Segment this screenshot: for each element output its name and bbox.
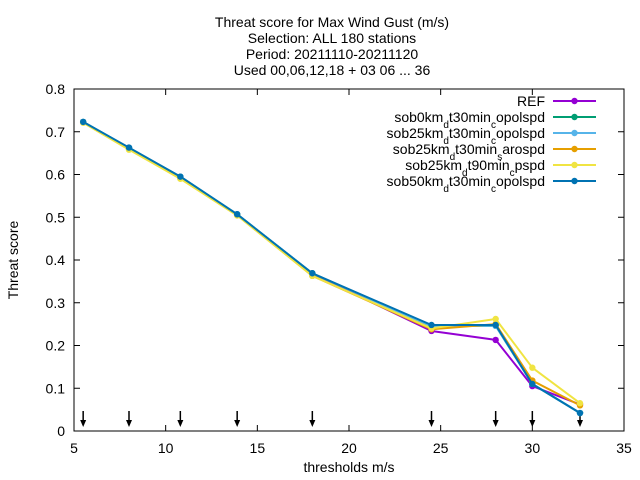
legend-swatch-point — [571, 161, 578, 169]
legend-item: sob25kmdt90mincpspd — [405, 157, 596, 179]
legend-label: sob25kmdt30mincopolspd — [387, 125, 545, 147]
y-tick-label: 0.2 — [46, 338, 66, 354]
threshold-marker-arrow — [428, 420, 435, 427]
y-axis: 0 0.1 0.2 0.3 0.4 0.5 0.6 0.7 0.8 — [46, 81, 624, 439]
series-lines — [79, 118, 584, 417]
legend: REFsob0kmdt30mincopolspdsob25kmdt30minco… — [387, 93, 596, 195]
data-point — [233, 211, 241, 218]
y-tick-label: 0.8 — [46, 81, 66, 97]
title-line: Period: 20211110-20211120 — [246, 46, 419, 62]
data-point — [177, 173, 184, 180]
data-point — [576, 400, 584, 407]
x-axis: 5 10 15 20 25 30 35 — [70, 89, 632, 456]
threshold-marker-arrow — [492, 420, 499, 427]
threshold-marker-arrow — [309, 420, 316, 427]
threshold-marker-arrow — [577, 420, 583, 427]
threshold-marker-arrow — [177, 420, 184, 427]
legend-item: sob50kmdt30mincopolspd — [387, 173, 596, 195]
threshold-marker-arrow — [529, 420, 536, 427]
x-tick-label: 30 — [525, 440, 541, 456]
legend-swatch-point — [571, 145, 578, 153]
y-axis-label: Threat score — [5, 220, 21, 299]
threshold-markers — [80, 411, 583, 427]
threshold-marker-arrow — [80, 420, 87, 427]
x-tick-label: 20 — [341, 440, 357, 456]
legend-item: sob0kmdt30mincopolspd — [394, 109, 596, 131]
title-line: Selection: ALL 180 stations — [248, 30, 416, 46]
chart-title: Threat score for Max Wind Gust (m/s)Sele… — [215, 14, 449, 78]
legend-swatch-point — [571, 129, 578, 137]
x-tick-label: 25 — [433, 440, 449, 456]
legend-swatch-point — [571, 177, 578, 185]
x-axis-label: thresholds m/s — [303, 459, 394, 475]
data-point — [529, 380, 536, 388]
x-tick-label: 15 — [250, 440, 266, 456]
legend-swatch-point — [571, 113, 578, 121]
legend-label: sob0kmdt30mincopolspd — [394, 109, 545, 131]
data-point — [529, 364, 536, 371]
title-line: Used 00,06,12,18 + 03 06 ... 36 — [234, 62, 431, 78]
data-point — [79, 118, 87, 126]
legend-label: sob50kmdt30mincopolspd — [387, 173, 545, 195]
data-point — [492, 315, 499, 323]
x-tick-label: 35 — [616, 440, 632, 456]
legend-item: REF — [517, 93, 596, 109]
data-point — [125, 144, 133, 151]
x-tick-label: 5 — [70, 440, 78, 456]
series-5 — [79, 118, 584, 417]
data-point — [492, 336, 499, 344]
y-tick-label: 0.1 — [46, 380, 66, 396]
data-point — [576, 409, 584, 417]
legend-label: sob25kmdt30minsarospd — [393, 141, 545, 163]
legend-swatch-point — [571, 97, 578, 105]
data-point — [428, 321, 435, 329]
legend-label: REF — [517, 93, 545, 109]
threshold-marker-arrow — [126, 420, 132, 427]
threshold-marker-arrow — [234, 420, 241, 427]
legend-item: sob25kmdt30minsarospd — [393, 141, 596, 163]
y-tick-label: 0 — [57, 423, 65, 439]
data-point — [492, 321, 499, 329]
title-line: Threat score for Max Wind Gust (m/s) — [215, 14, 449, 30]
data-point — [309, 270, 316, 277]
y-tick-label: 0.5 — [46, 209, 66, 225]
y-tick-label: 0.3 — [46, 295, 66, 311]
x-tick-label: 10 — [158, 440, 174, 456]
y-tick-label: 0.6 — [46, 167, 66, 183]
y-tick-label: 0.4 — [46, 252, 66, 268]
legend-label: sob25kmdt90mincpspd — [405, 157, 545, 179]
legend-item: sob25kmdt30mincopolspd — [387, 125, 596, 147]
y-tick-label: 0.7 — [46, 124, 66, 140]
